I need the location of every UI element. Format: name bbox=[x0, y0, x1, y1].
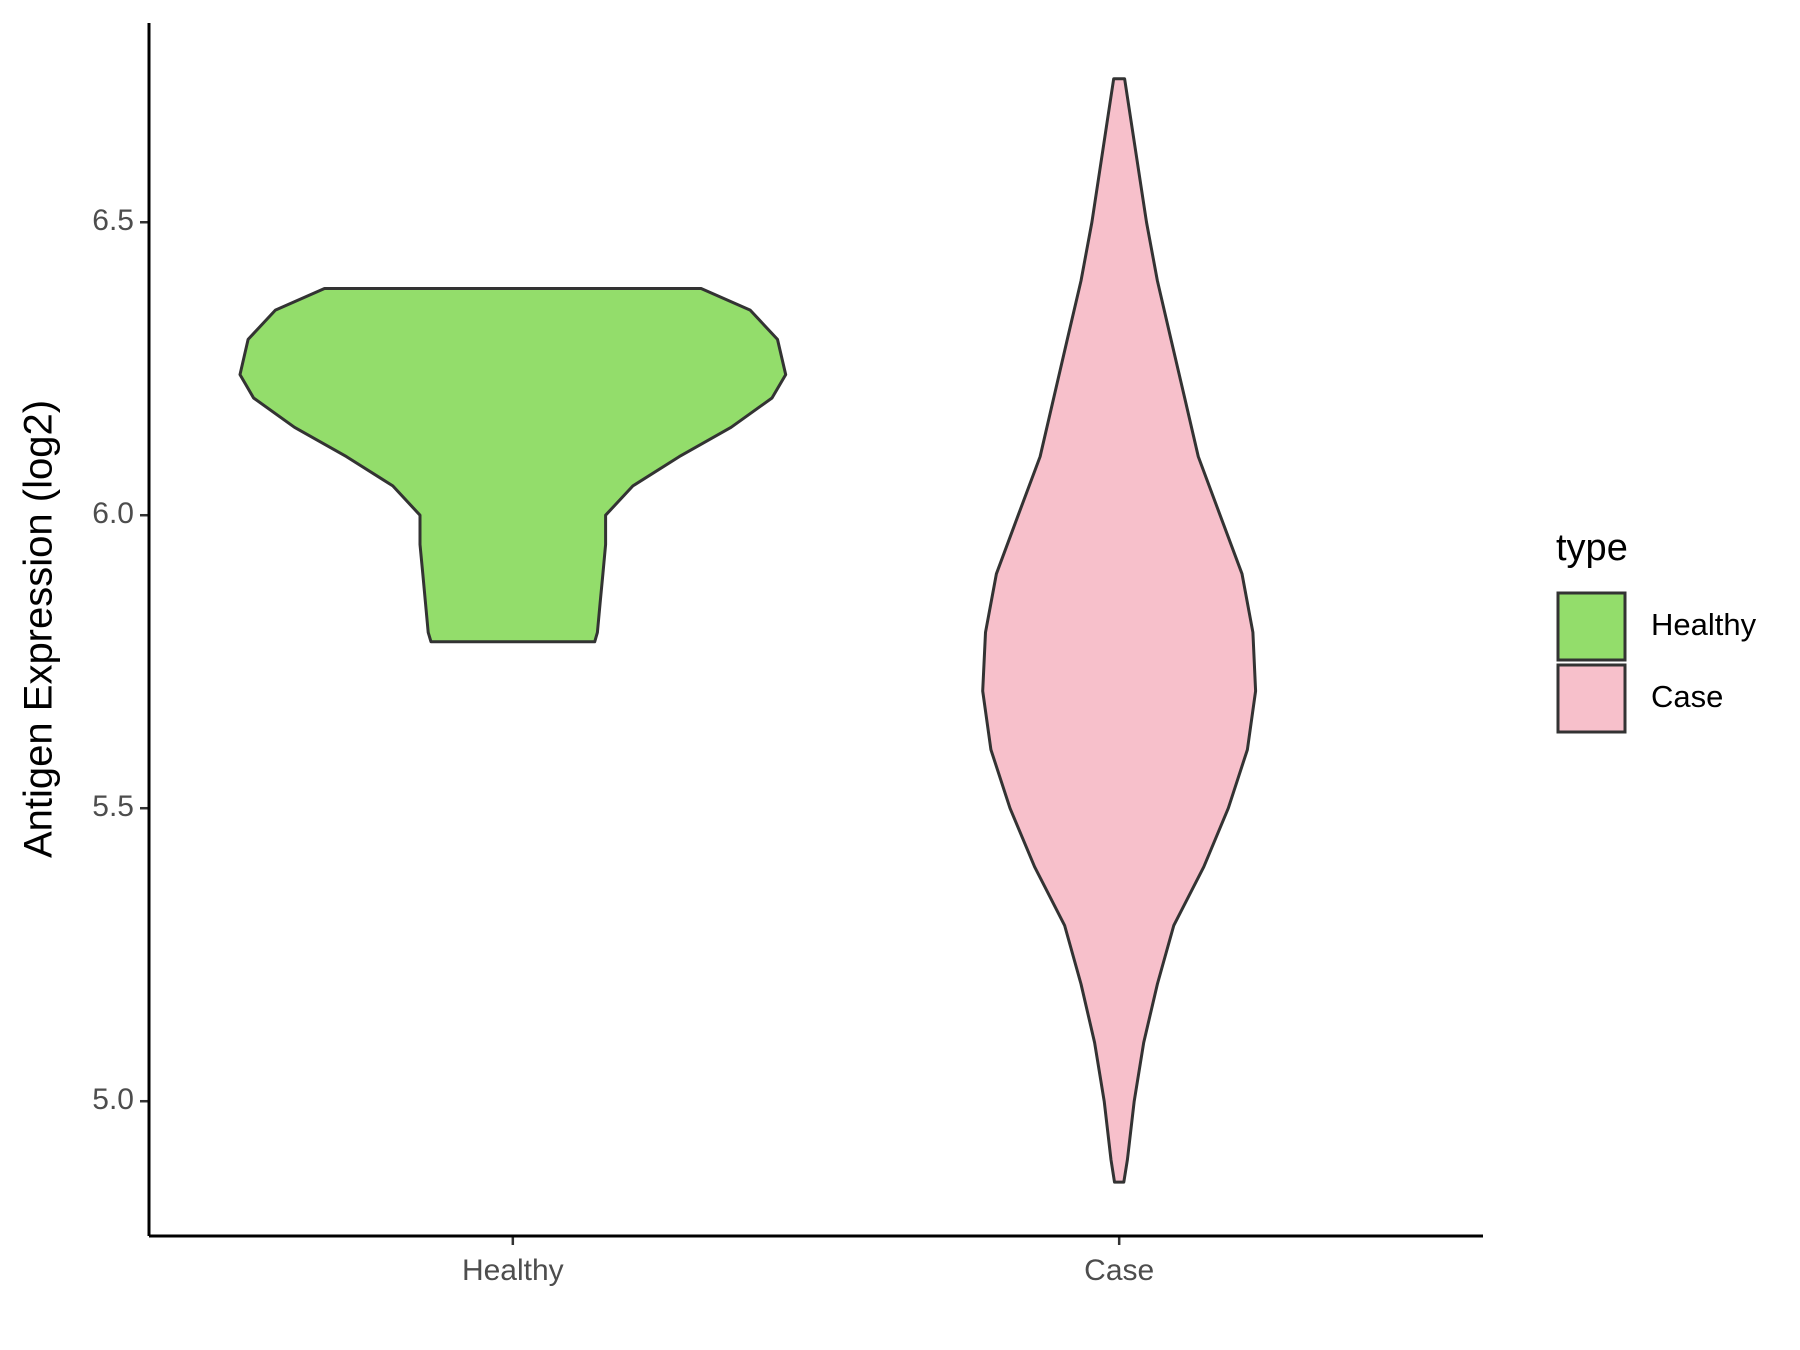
legend-label: Healthy bbox=[1651, 607, 1757, 642]
x-tick-label: Case bbox=[1084, 1254, 1154, 1287]
x-tick-label: Healthy bbox=[462, 1254, 564, 1287]
violin bbox=[981, 77, 1258, 1184]
legend-title: type bbox=[1556, 527, 1628, 569]
y-tick-label: 5.5 bbox=[92, 790, 134, 823]
y-tick-label: 5.0 bbox=[92, 1083, 134, 1116]
violin bbox=[238, 287, 788, 644]
legend-key bbox=[1556, 591, 1627, 662]
legend-key bbox=[1556, 663, 1627, 734]
y-axis-title: Antigen Expression (log2) bbox=[17, 400, 61, 858]
legend-label: Case bbox=[1651, 679, 1723, 714]
y-tick-label: 6.5 bbox=[92, 204, 134, 237]
y-tick-label: 6.0 bbox=[92, 497, 134, 530]
